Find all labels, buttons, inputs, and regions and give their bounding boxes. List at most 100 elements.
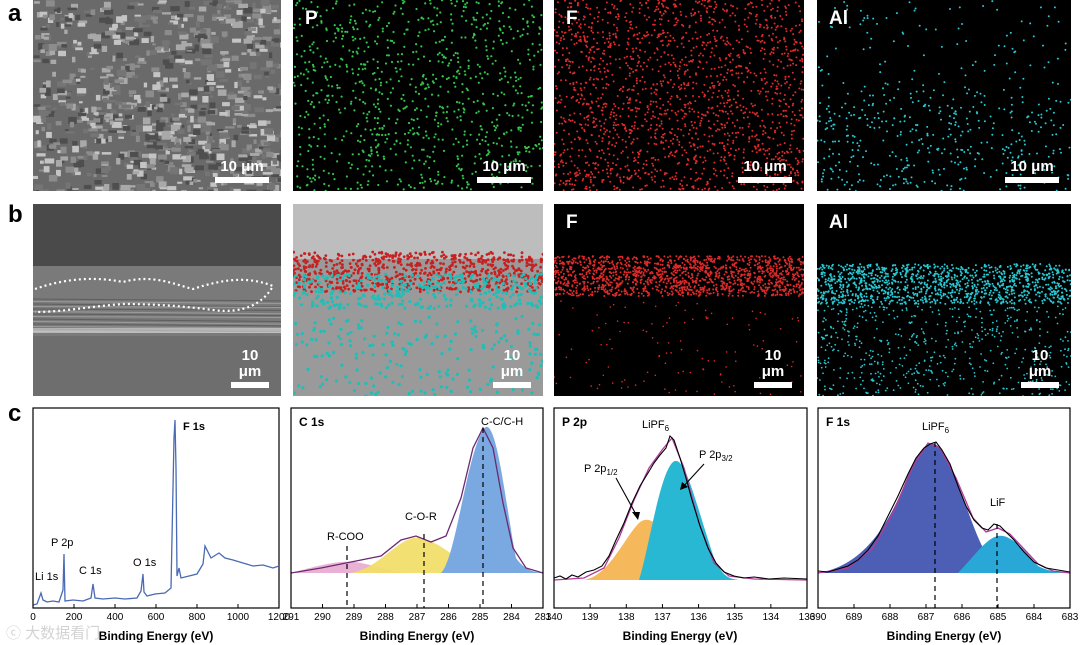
map-dot — [378, 127, 381, 130]
map-dot — [950, 160, 953, 163]
texture-grain — [241, 126, 249, 131]
map-dot — [590, 134, 593, 137]
map-dot — [789, 64, 792, 67]
texture-grain — [200, 128, 206, 133]
map-dot — [1003, 45, 1006, 48]
map-dot — [761, 133, 764, 136]
map-dot — [305, 110, 308, 113]
lamella-line — [33, 318, 281, 323]
texture-grain — [183, 72, 191, 78]
map-dot — [329, 65, 332, 68]
map-dot — [540, 107, 543, 110]
texture-grain — [200, 39, 210, 47]
map-dot — [435, 268, 439, 272]
map-dot — [838, 115, 841, 118]
texture-grain — [224, 7, 232, 10]
map-dot — [451, 22, 454, 25]
map-dot — [927, 104, 930, 107]
map-dot — [399, 142, 402, 145]
map-dot — [324, 57, 327, 60]
texture-grain — [87, 151, 95, 156]
map-dot — [703, 187, 706, 190]
map-dot — [487, 57, 490, 60]
map-dot — [851, 134, 854, 137]
map-dot — [557, 58, 560, 61]
map-dot — [707, 120, 710, 123]
map-dot — [612, 7, 615, 9]
map-dot — [836, 188, 839, 191]
map-dot — [626, 164, 629, 167]
texture-grain — [190, 156, 194, 163]
map-dot — [477, 257, 481, 261]
map-dot — [923, 105, 926, 108]
texture-grain — [271, 172, 280, 178]
map-dot — [742, 156, 745, 159]
map-dot — [767, 90, 770, 93]
map-dot — [702, 41, 705, 44]
map-dot — [644, 172, 646, 175]
map-dot — [832, 152, 834, 155]
map-dot — [485, 45, 488, 48]
map-dot — [575, 21, 578, 24]
map-dot — [602, 86, 605, 89]
map-dot — [304, 89, 307, 92]
texture-grain — [254, 107, 264, 113]
map-dot — [1047, 15, 1050, 18]
map-dot — [752, 166, 755, 169]
map-dot — [527, 48, 530, 51]
map-dot — [725, 43, 728, 46]
map-dot — [461, 187, 464, 190]
map-dot — [774, 91, 777, 94]
map-dot — [582, 31, 585, 34]
map-dot — [378, 91, 381, 94]
map-dot — [361, 82, 364, 85]
map-dot — [427, 105, 430, 108]
map-dot — [866, 124, 869, 127]
texture-grain — [256, 51, 261, 57]
texture-grain — [59, 102, 66, 106]
texture-grain — [70, 3, 78, 9]
map-dot — [396, 118, 399, 121]
map-dot — [463, 70, 466, 73]
map-dot — [977, 152, 980, 155]
map-dot — [1020, 20, 1023, 23]
map-dot — [429, 261, 433, 265]
map-dot — [492, 92, 495, 96]
texture-grain — [241, 131, 250, 134]
map-dot — [463, 108, 466, 111]
map-dot — [960, 67, 963, 70]
map-dot — [457, 141, 460, 144]
map-dot — [749, 47, 752, 50]
map-dot — [437, 60, 440, 63]
map-dot — [498, 270, 502, 274]
map-dot — [476, 138, 479, 141]
map-dot — [391, 87, 395, 90]
map-dot — [959, 187, 961, 190]
map-dot — [326, 60, 329, 64]
texture-grain — [48, 174, 58, 182]
map-dot — [991, 133, 994, 136]
map-dot — [818, 120, 821, 123]
map-dot — [624, 16, 627, 19]
map-dot — [307, 252, 311, 256]
map-dot — [432, 73, 435, 76]
map-dot — [403, 352, 407, 356]
map-dot — [699, 35, 702, 38]
map-dot — [607, 46, 610, 48]
texture-grain — [206, 135, 210, 142]
map-dot — [711, 134, 714, 137]
map-dot — [590, 29, 593, 32]
map-dot — [879, 63, 881, 66]
texture-grain — [78, 20, 88, 24]
texture-grain — [266, 135, 276, 142]
map-dot — [573, 43, 576, 46]
map-dot — [885, 17, 888, 19]
map-dot — [377, 183, 380, 187]
map-dot — [831, 140, 834, 143]
map-dot — [575, 81, 578, 84]
map-dot — [683, 87, 686, 90]
map-dot — [711, 142, 714, 145]
map-dot — [645, 2, 648, 5]
map-dot — [721, 142, 724, 145]
texture-grain — [278, 83, 281, 91]
